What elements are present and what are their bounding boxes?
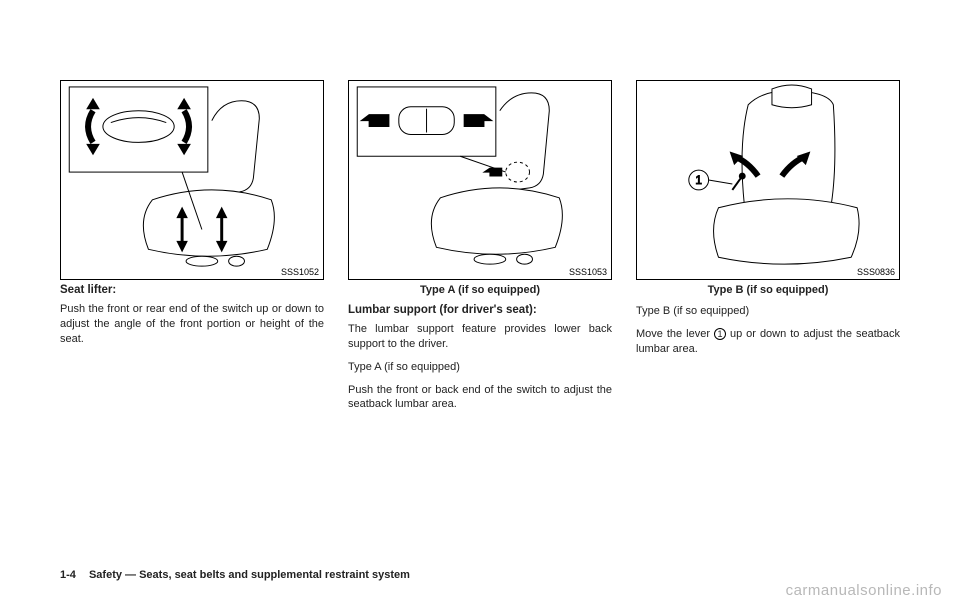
- col3-para2: Move the lever 1 up or down to adjust th…: [636, 327, 900, 357]
- content-columns: SSS1052 Seat lifter: Push the front or r…: [60, 80, 900, 420]
- col-1: SSS1052 Seat lifter: Push the front or r…: [60, 80, 324, 420]
- seat-lifter-illustration: [61, 81, 323, 279]
- col1-para1: Push the front or rear end of the switch…: [60, 302, 324, 347]
- col2-para2: Type A (if so equipped): [348, 360, 612, 375]
- section-title: Safety — Seats, seat belts and supplemen…: [89, 569, 410, 581]
- watermark: carmanualsonline.info: [786, 582, 942, 599]
- figure-3-code: SSS0836: [857, 267, 895, 277]
- figure-2-code: SSS1053: [569, 267, 607, 277]
- lumbar-b-illustration: 1: [637, 81, 899, 279]
- col2-para3: Push the front or back end of the switch…: [348, 383, 612, 413]
- figure-1-code: SSS1052: [281, 267, 319, 277]
- col3-para1: Type B (if so equipped): [636, 304, 900, 319]
- col-3: 1 SSS0836 Type B (if so equipped) Type B…: [636, 80, 900, 420]
- svg-text:1: 1: [695, 173, 702, 187]
- col2-para1: The lumbar support feature provides lowe…: [348, 322, 612, 352]
- lumbar-a-illustration: [349, 81, 611, 279]
- page-number: 1-4: [60, 569, 76, 581]
- figure-2-caption: Type A (if so equipped): [348, 284, 612, 296]
- col-2: SSS1053 Type A (if so equipped) Lumbar s…: [348, 80, 612, 420]
- figure-2: SSS1053: [348, 80, 612, 280]
- figure-1: SSS1052: [60, 80, 324, 280]
- col1-heading: Seat lifter:: [60, 284, 324, 296]
- col2-heading: Lumbar support (for driver's seat):: [348, 304, 612, 316]
- figure-3-caption: Type B (if so equipped): [636, 284, 900, 296]
- page-footer: 1-4 Safety — Seats, seat belts and suppl…: [60, 569, 410, 581]
- figure-3: 1 SSS0836: [636, 80, 900, 280]
